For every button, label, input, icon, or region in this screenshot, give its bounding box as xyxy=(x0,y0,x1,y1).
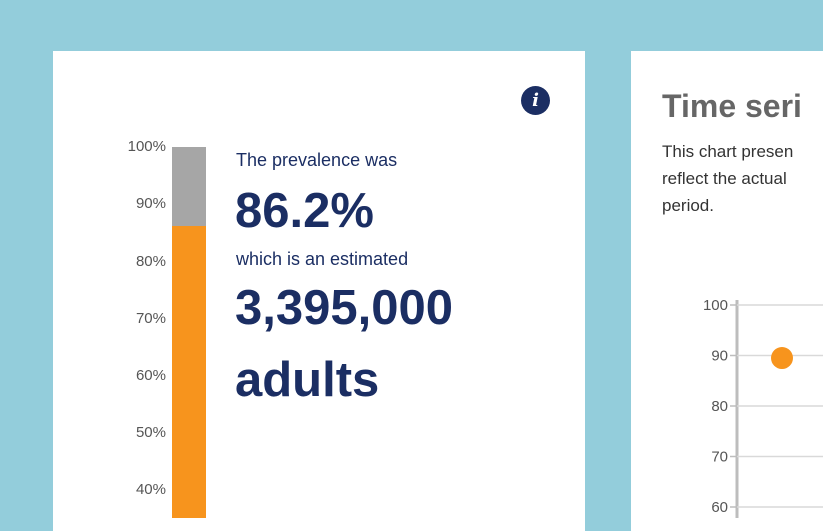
estimate-intro-text: which is an estimated xyxy=(236,249,409,269)
count-unit: adults xyxy=(235,353,380,407)
y-tick-label: 60 xyxy=(711,499,728,516)
scale-label: 50% xyxy=(135,424,166,441)
scale-label: 40% xyxy=(135,481,166,498)
description-line: period. xyxy=(662,196,714,215)
scale-label: 90% xyxy=(135,195,166,212)
scale-label: 70% xyxy=(135,310,166,327)
prevalence-bar-track xyxy=(172,147,206,518)
scale-label: 60% xyxy=(135,367,166,384)
description-line: This chart presen xyxy=(662,142,794,161)
description-line: reflect the actual xyxy=(662,169,787,188)
scale-label: 80% xyxy=(135,253,166,270)
y-tick-label: 70 xyxy=(711,449,728,466)
prevalence-card xyxy=(53,51,585,531)
y-tick-label: 100 xyxy=(703,297,728,314)
time-series-title: Time seri xyxy=(662,88,802,124)
time-series-description: This chart presen reflect the actual per… xyxy=(662,138,793,219)
scale-label: 100% xyxy=(127,138,166,155)
estimated-count: 3,395,000 xyxy=(235,281,453,335)
prevalence-value: 86.2% xyxy=(235,184,374,238)
time-series-card xyxy=(631,51,823,531)
prevalence-bar-fill xyxy=(172,226,206,518)
info-icon[interactable]: i xyxy=(521,86,550,115)
prevalence-intro-text: The prevalence was xyxy=(236,150,398,170)
data-point[interactable] xyxy=(771,347,793,370)
y-tick-label: 90 xyxy=(711,348,728,365)
y-tick-label: 80 xyxy=(711,398,728,415)
time-series-chart: 100 90 80 70 60 xyxy=(703,297,823,518)
